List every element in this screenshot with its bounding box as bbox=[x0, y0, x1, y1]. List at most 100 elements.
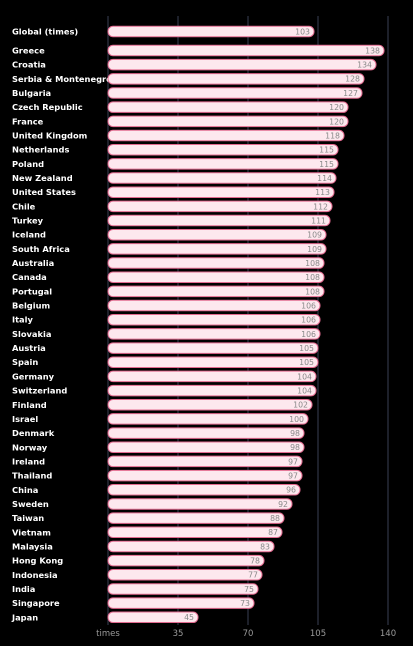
bar-value-label: 98 bbox=[290, 429, 300, 438]
category-label: Germany bbox=[12, 371, 55, 381]
bar-row: New Zealand 114 bbox=[12, 172, 337, 184]
category-label: Taiwan bbox=[12, 513, 44, 523]
category-label: Belgium bbox=[12, 301, 50, 311]
bar-value-label: 120 bbox=[329, 103, 344, 112]
bar-value-label: 109 bbox=[307, 245, 322, 254]
category-label: India bbox=[12, 584, 35, 594]
bar-value-label: 100 bbox=[289, 415, 304, 424]
bar-value-label: 75 bbox=[244, 585, 254, 594]
bar-value-label: 118 bbox=[325, 131, 340, 140]
bar bbox=[107, 172, 337, 184]
bar-value-label: 114 bbox=[317, 174, 332, 183]
bar bbox=[107, 186, 335, 198]
x-axis-label: times bbox=[96, 629, 120, 639]
bar bbox=[107, 271, 325, 283]
bar-row: Vietnam 87 bbox=[12, 526, 283, 539]
bar-row: Iceland 109 bbox=[12, 228, 327, 241]
category-label: Slovakia bbox=[12, 329, 52, 339]
bar-row: Finland 102 bbox=[12, 399, 313, 411]
bar-row: Turkey 111 bbox=[12, 214, 331, 227]
bar-value-label: 109 bbox=[307, 231, 322, 240]
bar-value-label: 83 bbox=[260, 542, 270, 551]
bar bbox=[107, 569, 263, 581]
bar-value-label: 96 bbox=[286, 486, 296, 495]
bar bbox=[107, 299, 321, 312]
bar bbox=[107, 25, 315, 38]
category-label: Portugal bbox=[12, 286, 52, 296]
bar-row: Canada 108 bbox=[12, 271, 325, 283]
category-label: Israel bbox=[12, 414, 38, 424]
bar bbox=[107, 58, 377, 71]
bar bbox=[107, 540, 275, 553]
bar bbox=[107, 342, 319, 354]
bar bbox=[107, 228, 327, 241]
bar bbox=[107, 611, 199, 624]
bar-row: Bulgaria 127 bbox=[12, 87, 363, 99]
category-label: Spain bbox=[12, 357, 38, 367]
bar-value-label: 88 bbox=[270, 514, 280, 523]
bar bbox=[107, 200, 333, 213]
bar-value-label: 97 bbox=[288, 457, 298, 466]
bar bbox=[107, 129, 345, 142]
bar-value-label: 127 bbox=[343, 89, 358, 98]
category-label: Iceland bbox=[12, 230, 46, 240]
x-tick-label: 140 bbox=[380, 629, 396, 639]
bar bbox=[107, 455, 303, 468]
category-label: Singapore bbox=[12, 598, 60, 608]
bar bbox=[107, 143, 339, 156]
bar-value-label: 78 bbox=[250, 557, 260, 566]
bar-value-label: 105 bbox=[299, 344, 314, 353]
bar-row: Denmark 98 bbox=[12, 427, 305, 439]
x-tick-label: 35 bbox=[173, 629, 184, 639]
bar-row: Indonesia 77 bbox=[12, 569, 263, 581]
bar-row: United States 113 bbox=[12, 186, 335, 198]
category-label: Sweden bbox=[12, 499, 49, 509]
bar bbox=[107, 484, 301, 496]
bar-value-label: 105 bbox=[299, 358, 314, 367]
bar-value-label: 102 bbox=[293, 401, 308, 410]
bar-row: Malaysia 83 bbox=[12, 540, 275, 553]
category-label: Croatia bbox=[12, 60, 46, 70]
bar-value-label: 134 bbox=[357, 61, 372, 70]
bar bbox=[107, 101, 349, 113]
category-label: France bbox=[12, 116, 44, 126]
bar-value-label: 112 bbox=[313, 202, 328, 211]
bar bbox=[107, 87, 363, 99]
bar bbox=[107, 554, 265, 567]
category-label: Japan bbox=[11, 612, 38, 622]
bar bbox=[107, 413, 309, 425]
bar bbox=[107, 214, 331, 227]
bar-row: Belgium 106 bbox=[12, 299, 321, 312]
bar-row: Slovakia 106 bbox=[12, 328, 321, 340]
bar bbox=[107, 115, 349, 128]
bar bbox=[107, 526, 283, 539]
category-label: Bulgaria bbox=[12, 88, 51, 98]
category-label: Poland bbox=[12, 159, 44, 169]
bar-value-label: 97 bbox=[288, 472, 298, 481]
bar bbox=[107, 370, 317, 383]
bar-row: Spain 105 bbox=[12, 356, 319, 368]
category-label: United Kingdom bbox=[12, 131, 87, 141]
bar-row: Croatia 134 bbox=[12, 58, 377, 71]
bar-row: Global (times) 103 bbox=[12, 25, 315, 38]
bar-row: China 96 bbox=[12, 484, 301, 496]
bar-row: Netherlands 115 bbox=[12, 143, 339, 156]
bar bbox=[107, 498, 293, 510]
bar bbox=[107, 597, 255, 609]
bar bbox=[107, 512, 285, 524]
category-label: Chile bbox=[12, 201, 36, 211]
bar-row: Sweden 92 bbox=[12, 498, 293, 510]
bar bbox=[107, 469, 303, 482]
category-label: China bbox=[12, 485, 38, 495]
category-label: Netherlands bbox=[12, 145, 69, 155]
bar-value-label: 106 bbox=[301, 316, 316, 325]
bar-value-label: 73 bbox=[240, 599, 250, 608]
category-label: Indonesia bbox=[12, 570, 58, 580]
bar-value-label: 120 bbox=[329, 117, 344, 126]
category-label: Hong Kong bbox=[12, 556, 63, 566]
bar-value-label: 108 bbox=[305, 273, 320, 282]
category-label: Malaysia bbox=[12, 541, 53, 551]
bars-layer: Global (times) 103 Greece 138 Croatia 134 Serb… bbox=[11, 25, 385, 624]
bar-value-label: 111 bbox=[311, 216, 326, 225]
bar-row: Portugal 108 bbox=[12, 285, 325, 298]
